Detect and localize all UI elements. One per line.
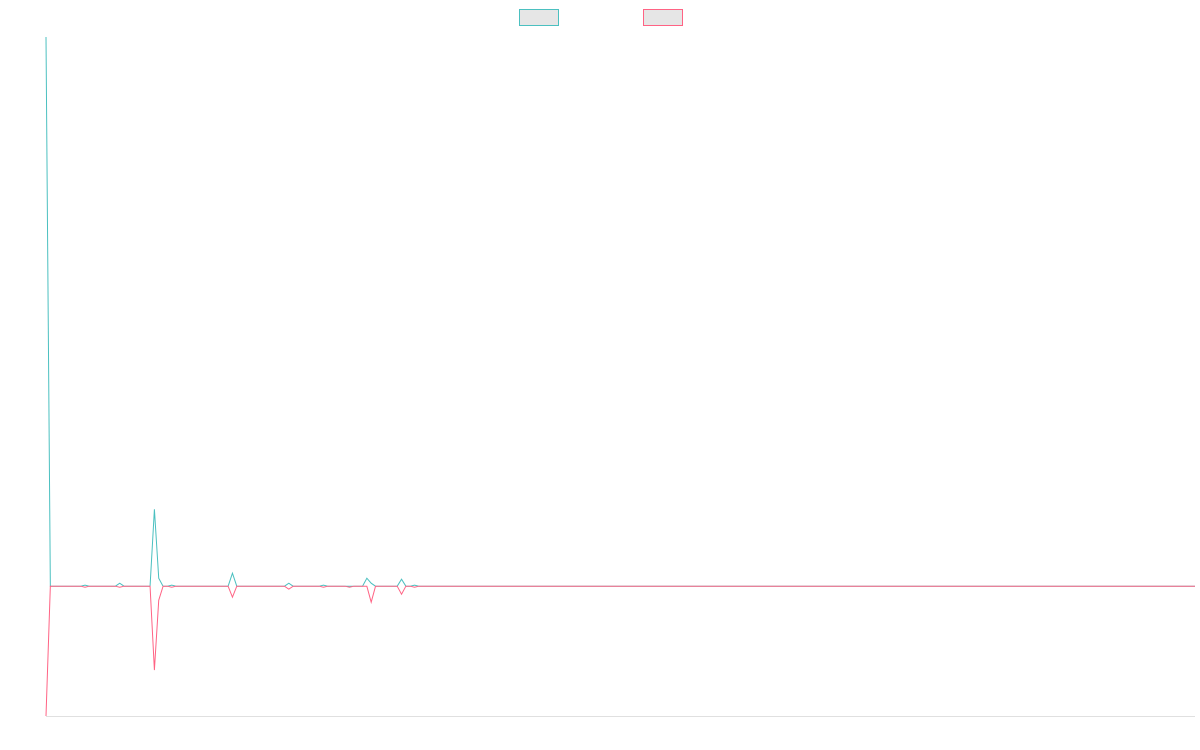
legend-swatch [519,9,559,26]
series-line [45,36,1195,587]
series-line [45,585,1195,717]
legend-swatch [643,9,683,26]
